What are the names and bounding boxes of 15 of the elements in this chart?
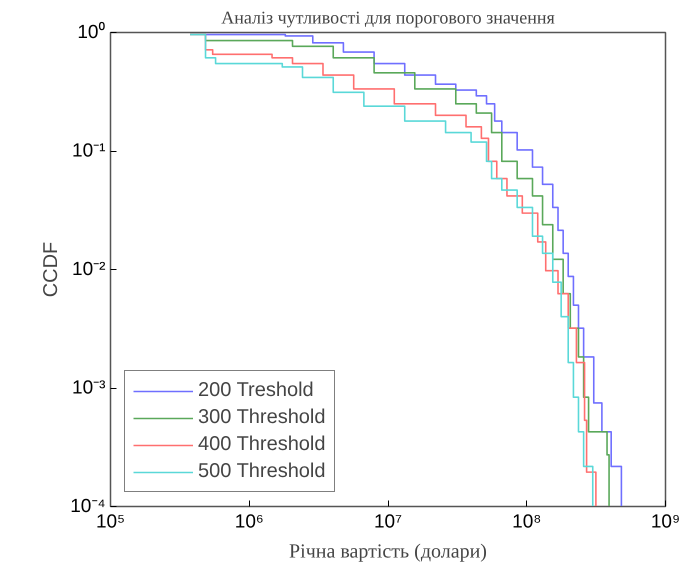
y-tick-label: 10⁰: [77, 21, 106, 43]
x-axis-title: Річна вартість (долари): [289, 540, 487, 562]
y-axis-title: CCDF: [40, 242, 62, 298]
legend-label: 500 Threshold: [198, 460, 326, 483]
y-tick-label: 10⁻¹: [72, 140, 106, 162]
x-tick-label: 10⁶: [234, 512, 264, 532]
y-tick-label: 10⁻²: [72, 259, 106, 280]
legend-label: 400 Threshold: [198, 433, 326, 456]
y-tick-label: 10⁻³: [72, 378, 106, 398]
legend-label: 200 Treshold: [198, 379, 314, 402]
chart-title: Аналіз чутливості для порогового значення: [221, 8, 555, 28]
legend-label: 300 Threshold: [198, 406, 326, 429]
x-tick-label: 10⁸: [512, 512, 542, 532]
x-tick-label: 10⁷: [374, 512, 402, 532]
x-tick-label: 10⁹: [650, 512, 680, 532]
